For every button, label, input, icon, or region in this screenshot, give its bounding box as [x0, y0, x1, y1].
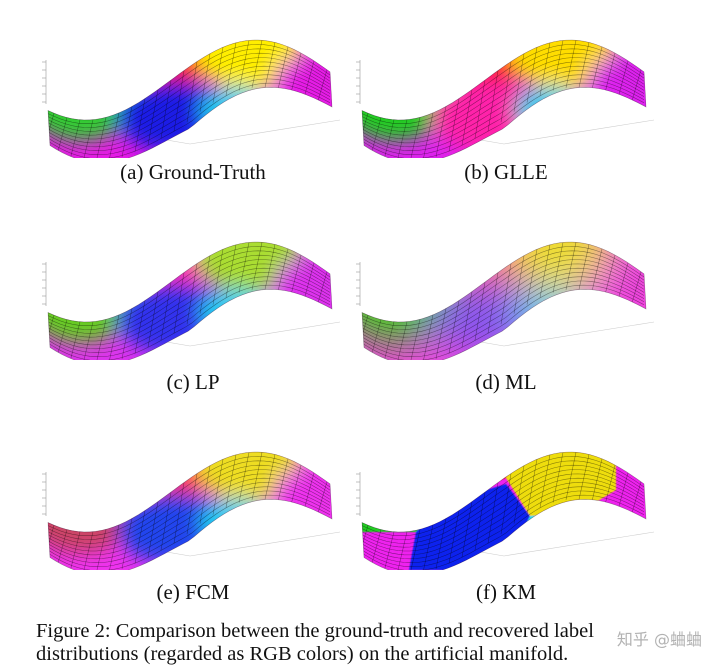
- subfigure-caption: (e) FCM: [156, 580, 230, 604]
- surface-mesh: [362, 452, 645, 570]
- surface-plot: [356, 451, 655, 570]
- panel-d: [354, 210, 674, 360]
- surface-plot: [42, 451, 341, 570]
- surface-mesh: [48, 40, 331, 158]
- panel-b: [354, 8, 674, 158]
- surface-mesh: [362, 40, 645, 158]
- surface-mesh: [48, 242, 331, 360]
- subfigure-caption: (c) LP: [166, 370, 220, 394]
- subfigure-caption: (d) ML: [475, 370, 537, 394]
- subfigure-caption: (f) KM: [475, 580, 537, 604]
- surface-mesh: [362, 242, 645, 360]
- surface-plot: [42, 241, 341, 360]
- surface-plot: [42, 39, 341, 158]
- panel-e: [40, 420, 360, 570]
- panel-c: [40, 210, 360, 360]
- surface-plot: [356, 241, 655, 360]
- watermark: 知乎 @蛐蛐: [616, 630, 702, 649]
- subfigure-caption: (b) GLLE: [464, 160, 548, 184]
- figure-caption: Figure 2: Comparison between the ground-…: [36, 620, 696, 666]
- panel-f: [354, 420, 674, 570]
- subfigure-caption: (a) Ground-Truth: [120, 160, 266, 184]
- figure-caption-line: distributions (regarded as RGB colors) o…: [36, 643, 569, 665]
- surface-plot: [356, 39, 655, 158]
- figure-caption-line: Figure 2: Comparison between the ground-…: [36, 620, 594, 642]
- panel-a: [40, 8, 360, 158]
- surface-mesh: [48, 452, 331, 570]
